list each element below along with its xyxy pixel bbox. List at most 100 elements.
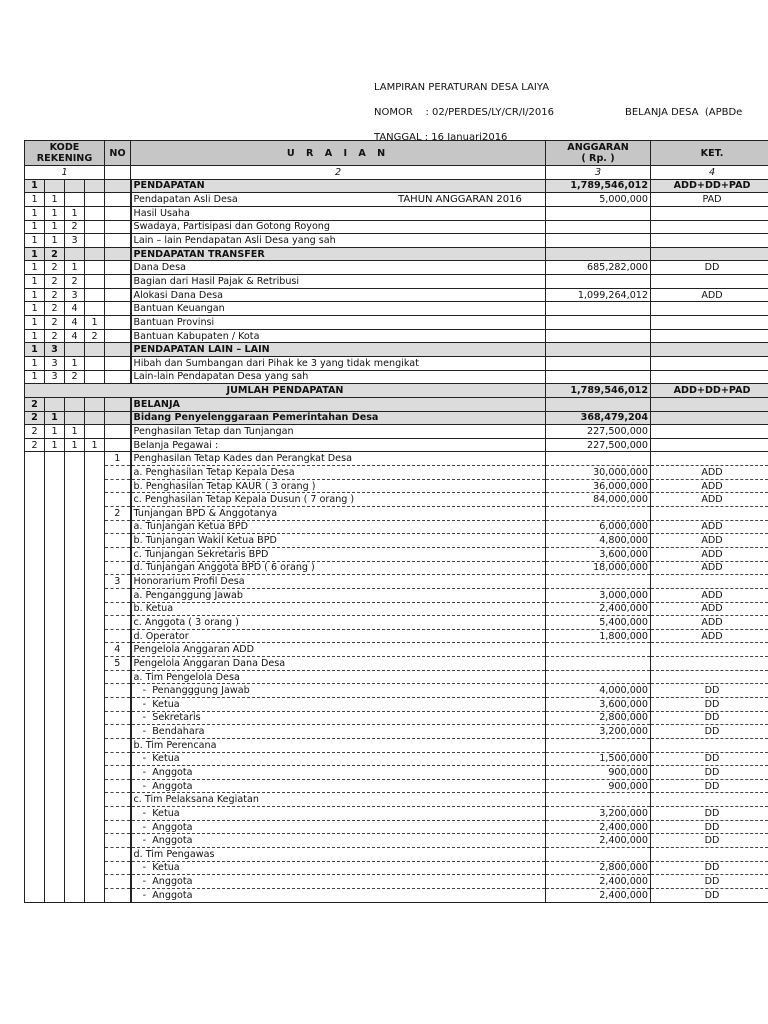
kode-cell: [44, 629, 65, 643]
anggaran-cell: 3,000,000: [545, 587, 652, 603]
kode-cell: [83, 561, 106, 575]
no-cell: [104, 246, 132, 262]
ket-cell: [650, 642, 768, 658]
kode-cell: [83, 301, 106, 317]
no-cell: 1: [104, 451, 132, 467]
no-cell: [104, 260, 132, 276]
uraian-cell: Belanja Pegawai :: [129, 437, 547, 453]
no-cell: [104, 737, 132, 753]
uraian-cell: - Penangggung Jawab: [129, 683, 547, 698]
kode-cell: [83, 287, 106, 303]
uraian-cell: - Sekretaris: [129, 710, 547, 726]
kode-cell: [64, 683, 85, 698]
no-cell: [104, 315, 132, 330]
kode-cell: 1: [24, 328, 45, 344]
uraian-cell: d. Tim Pengawas: [129, 847, 547, 862]
kode-cell: 2: [44, 301, 65, 317]
header-line: LAMPIRAN PERATURAN DESA LAIYA: [374, 81, 550, 93]
ket-cell: DD: [650, 710, 768, 726]
anggaran-cell: 3,200,000: [545, 806, 652, 821]
ket-cell: [650, 506, 768, 521]
anggaran-cell: 36,000,000: [545, 478, 652, 494]
kode-cell: [44, 792, 65, 807]
kode-cell: [44, 561, 65, 575]
kode-cell: 2: [44, 328, 65, 344]
column-index-row: 1 2 3 4: [23, 165, 768, 180]
no-cell: [104, 860, 132, 876]
ket-cell: [650, 437, 768, 453]
kode-cell: [83, 219, 106, 235]
kode-cell: 1: [24, 301, 45, 317]
ket-cell: ADD: [650, 546, 768, 562]
no-cell: [104, 628, 132, 644]
ket-cell: DD: [650, 819, 768, 835]
kode-cell: 1: [24, 219, 45, 235]
kode-cell: [83, 711, 106, 725]
kode-cell: [44, 656, 65, 671]
kode-cell: 1: [83, 437, 106, 453]
kode-cell: [44, 396, 65, 412]
table-row: 1 3 1 Hibah dan Sumbangan dari Pihak ke 3 y…: [24, 355, 768, 371]
kode-cell: [64, 806, 85, 821]
kode-cell: 2: [44, 260, 65, 276]
table-row: 2 1 1 1 Belanja Pegawai :227,500,000: [24, 437, 768, 453]
table-row: 1 2 1 Dana Desa 685,282,000 DD: [24, 260, 768, 276]
kode-cell: [64, 342, 85, 357]
no-cell: 3: [104, 574, 132, 589]
kode-cell: 2: [24, 410, 45, 426]
anggaran-cell: [545, 396, 652, 412]
no-cell: [104, 205, 132, 221]
anggaran-cell: 3,600,000: [545, 546, 652, 562]
ket-cell: ADD: [650, 519, 768, 535]
table-row: 1 PENDAPATAN 1,789,546,012 ADD+DD+PAD: [24, 178, 768, 194]
kode-cell: [24, 765, 45, 780]
kode-cell: [83, 656, 106, 671]
kode-cell: [44, 588, 65, 602]
table-row: - Anggota 900,000 DD: [24, 765, 768, 780]
anggaran-cell: 685,282,000: [545, 260, 652, 276]
anggaran-cell: [545, 737, 652, 753]
table-row: 2 1 1 Penghasilan Tetap dan Tunjangan 227,50…: [24, 424, 768, 439]
kode-cell: 3: [64, 233, 85, 248]
kode-cell: [24, 683, 45, 698]
kode-cell: [24, 874, 45, 889]
no-cell: [104, 274, 132, 289]
ket-cell: [650, 574, 768, 589]
kode-cell: [24, 861, 45, 875]
kode-cell: [24, 479, 45, 493]
uraian-cell: - Anggota: [129, 833, 547, 849]
kode-cell: [64, 711, 85, 725]
kode-cell: 1: [24, 260, 45, 276]
table-row: 1 2 4 1 Bantuan Provinsi: [24, 315, 768, 330]
ket-cell: [650, 342, 768, 357]
kode-cell: [64, 779, 85, 793]
kode-cell: [83, 533, 106, 548]
anggaran-cell: [545, 506, 652, 521]
kode-cell: [64, 792, 85, 807]
uraian-cell: - Anggota: [129, 765, 547, 780]
kode-cell: 1: [24, 233, 45, 248]
ket-cell: ADD: [650, 492, 768, 508]
col-header-uraian: U R A I A N: [130, 140, 547, 166]
uraian-cell: - Ketua: [129, 696, 547, 712]
no-cell: [104, 178, 132, 194]
uraian-cell: a. Penganggung Jawab: [129, 587, 547, 603]
index-uraian: 2: [130, 165, 547, 180]
uraian-cell: Lain-lain Pendapatan Desa yang sah: [129, 369, 547, 385]
kode-cell: [64, 410, 85, 426]
kode-cell: 1: [44, 192, 65, 207]
anggaran-cell: 30,000,000: [545, 465, 652, 480]
kode-cell: [44, 670, 65, 684]
uraian-cell: Bantuan Kabupaten / Kota: [129, 328, 547, 344]
uraian-cell: PENDAPATAN TRANSFER: [129, 246, 547, 262]
anggaran-cell: 5,000,000: [545, 192, 652, 207]
kode-cell: [44, 574, 65, 589]
kode-cell: 2: [64, 219, 85, 235]
kode-cell: [24, 697, 45, 712]
index-ket: 4: [650, 165, 768, 180]
no-cell: [104, 437, 132, 453]
table-row: a. Penganggung Jawab 3,000,000 ADD: [24, 587, 768, 603]
anggaran-cell: 1,789,546,012: [545, 383, 652, 398]
anggaran-cell: 4,800,000: [545, 533, 652, 548]
kode-cell: [64, 888, 85, 903]
